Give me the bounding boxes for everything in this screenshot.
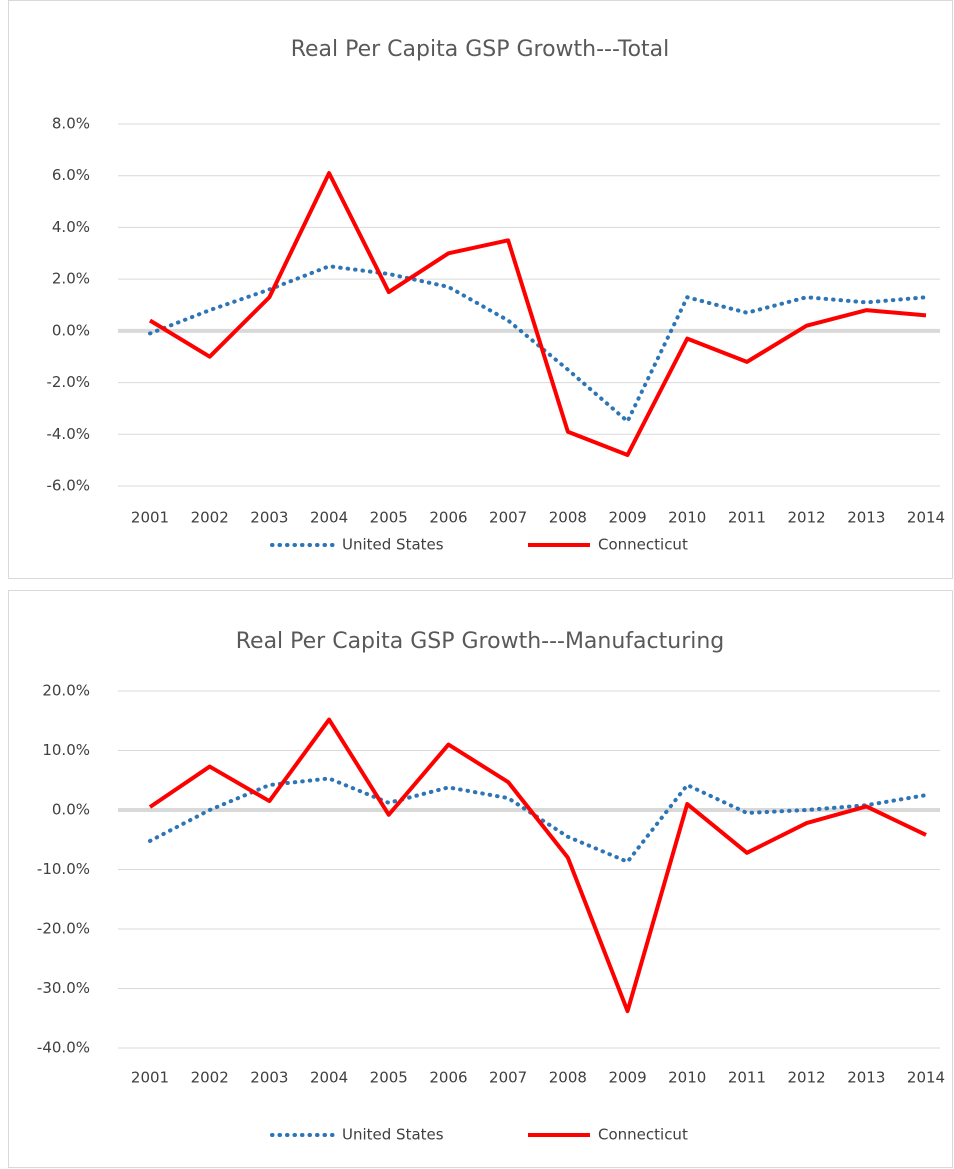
x-tick-label: 2004 <box>310 509 348 527</box>
x-tick-label: 2005 <box>370 509 408 527</box>
x-tick-label: 2001 <box>131 509 169 527</box>
x-tick-label: 2011 <box>728 1069 766 1087</box>
y-tick-label: -10.0% <box>37 860 90 878</box>
y-tick-label: 20.0% <box>42 682 90 700</box>
x-tick-label: 2014 <box>907 509 945 527</box>
y-tick-label: -30.0% <box>37 979 90 997</box>
y-tick-label: -2.0% <box>46 373 90 391</box>
series-line <box>148 171 927 457</box>
x-tick-label: 2010 <box>668 1069 706 1087</box>
y-tick-label: 10.0% <box>42 741 90 759</box>
y-tick-label: -40.0% <box>37 1039 90 1057</box>
chart-title: Real Per Capita GSP Growth---Total <box>291 37 670 62</box>
x-tick-label: 2004 <box>310 1069 348 1087</box>
legend-label: United States <box>342 1126 444 1144</box>
chart-title: Real Per Capita GSP Growth---Manufacturi… <box>236 629 725 654</box>
x-tick-label: 2007 <box>489 509 527 527</box>
x-tick-label: 2005 <box>370 1069 408 1087</box>
y-tick-label: 4.0% <box>52 218 90 236</box>
x-tick-label: 2012 <box>788 509 826 527</box>
series-line <box>148 717 927 1014</box>
x-tick-label: 2008 <box>549 509 587 527</box>
y-tick-label: -6.0% <box>46 477 90 495</box>
x-tick-label: 2009 <box>608 1069 646 1087</box>
legend-label: Connecticut <box>598 536 688 554</box>
x-tick-label: 2003 <box>250 1069 288 1087</box>
x-tick-label: 2013 <box>847 509 885 527</box>
legend-label: Connecticut <box>598 1126 688 1144</box>
y-tick-label: -20.0% <box>37 920 90 938</box>
chart-frame <box>8 0 953 579</box>
x-tick-label: 2012 <box>788 1069 826 1087</box>
x-tick-label: 2010 <box>668 509 706 527</box>
y-tick-label: 0.0% <box>52 801 90 819</box>
y-tick-label: 2.0% <box>52 270 90 288</box>
x-tick-label: 2006 <box>429 1069 467 1087</box>
x-tick-label: 2011 <box>728 509 766 527</box>
series-line <box>148 264 928 424</box>
x-tick-label: 2008 <box>549 1069 587 1087</box>
y-tick-label: 0.0% <box>52 321 90 339</box>
x-tick-label: 2007 <box>489 1069 527 1087</box>
y-tick-label: 6.0% <box>52 166 90 184</box>
y-tick-label: 8.0% <box>52 115 90 133</box>
x-tick-label: 2014 <box>907 1069 945 1087</box>
chart-frame <box>8 590 953 1168</box>
x-tick-label: 2001 <box>131 1069 169 1087</box>
y-tick-label: -4.0% <box>46 425 90 443</box>
x-tick-label: 2002 <box>191 509 229 527</box>
x-tick-label: 2009 <box>608 509 646 527</box>
x-tick-label: 2013 <box>847 1069 885 1087</box>
x-tick-label: 2003 <box>250 509 288 527</box>
legend-label: United States <box>342 536 444 554</box>
x-tick-label: 2002 <box>191 1069 229 1087</box>
x-tick-label: 2006 <box>429 509 467 527</box>
